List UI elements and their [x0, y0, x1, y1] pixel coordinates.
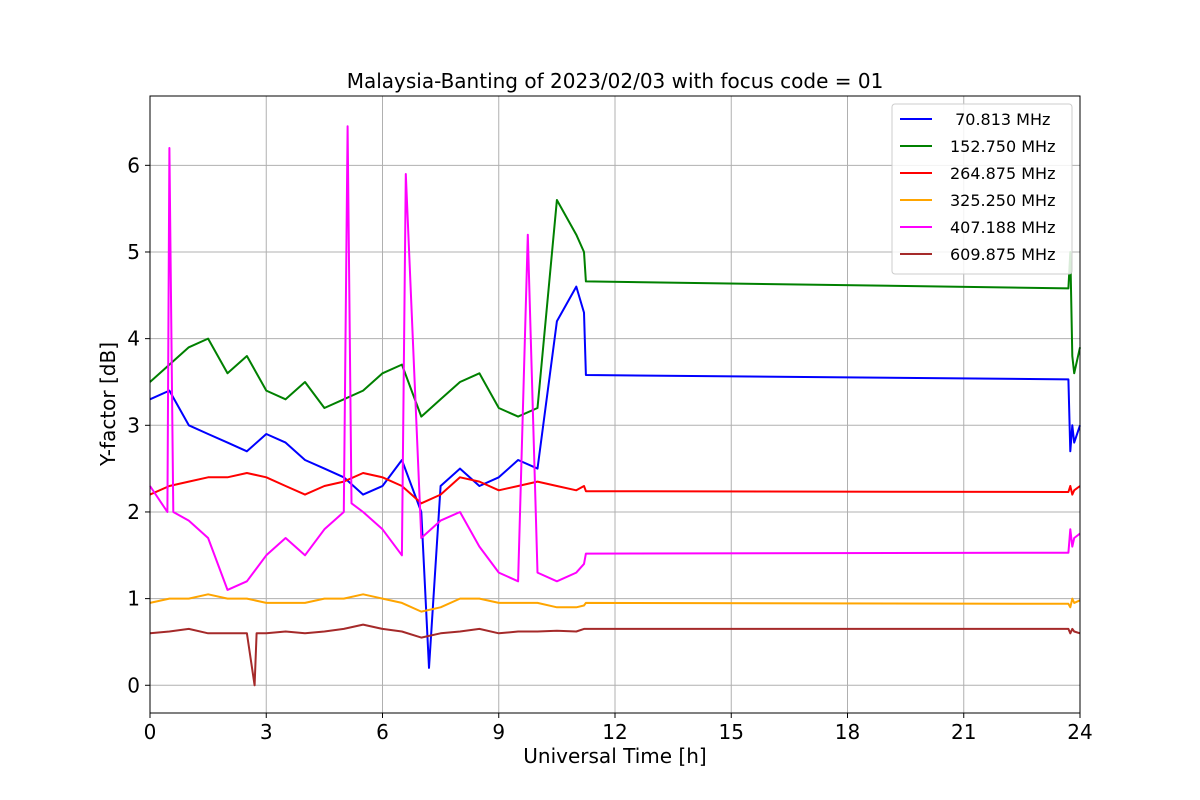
legend-label: 70.813 MHz: [950, 110, 1050, 129]
y-axis: 0 1 2 3 4 5 6: [127, 153, 150, 697]
x-axis: 0 3 6 9 12 15 18 21 24: [144, 713, 1093, 744]
legend-label: 152.750 MHz: [950, 137, 1055, 156]
x-tick-label: 3: [260, 720, 273, 744]
series-line-152-750-mhz: [149, 199, 1081, 418]
y-tick-label: 2: [127, 500, 140, 524]
series-line-264-875-mhz: [149, 472, 1081, 505]
x-tick-label: 15: [719, 720, 744, 744]
legend-label: 264.875 MHz: [950, 164, 1055, 183]
legend-label: 325.250 MHz: [950, 191, 1055, 210]
series-line-407-188-mhz: [149, 125, 1081, 591]
legend-label: 407.188 MHz: [950, 218, 1055, 237]
x-axis-label: Universal Time [h]: [523, 744, 706, 768]
x-tick-label: 6: [376, 720, 389, 744]
legend-box: [891, 103, 1073, 275]
y-tick-label: 3: [127, 413, 140, 437]
y-axis-label: Y-factor [dB]: [96, 342, 120, 467]
series-line-609-875-mhz: [149, 623, 1081, 687]
chart-title: Malaysia-Banting of 2023/02/03 with focu…: [347, 69, 884, 93]
legend: 70.813 MHz 152.750 MHz 264.875 MHz 325.250 …: [891, 103, 1073, 275]
series-line-325-250-mhz: [149, 593, 1081, 613]
series-line-70-813-mhz: [149, 285, 1081, 669]
y-tick-label: 5: [127, 240, 140, 264]
y-tick-label: 1: [127, 587, 140, 611]
y-tick-label: 4: [127, 327, 140, 351]
x-tick-label: 24: [1067, 720, 1092, 744]
y-tick-label: 6: [127, 153, 140, 177]
x-tick-label: 9: [492, 720, 505, 744]
x-tick-label: 18: [835, 720, 860, 744]
x-tick-label: 21: [951, 720, 976, 744]
x-tick-label: 0: [144, 720, 157, 744]
plot-area: [149, 125, 1081, 687]
y-tick-label: 0: [127, 673, 140, 697]
x-tick-label: 12: [602, 720, 627, 744]
legend-label: 609.875 MHz: [950, 245, 1055, 264]
